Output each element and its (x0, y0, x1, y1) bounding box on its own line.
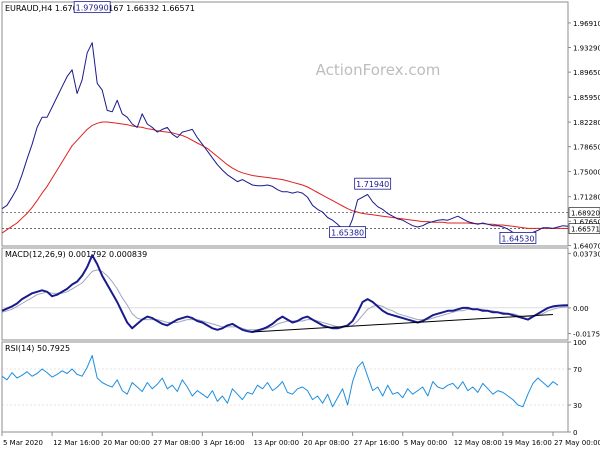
macd-trendline (252, 313, 554, 333)
panel-title: RSI(14) 50.7925 (5, 344, 70, 353)
x-tick-label: 3 Apr 16:00 (203, 439, 244, 447)
x-tick-label: 19 May 16:00 (504, 439, 552, 447)
annotation-box (329, 226, 367, 239)
y-tick-label: 1.82280 (573, 119, 600, 127)
y-tick-label: 1.89650 (573, 69, 600, 77)
y-tick-label: 0 (573, 429, 577, 437)
annotation-box (499, 232, 537, 244)
level-label-box (568, 207, 600, 218)
panel-frame (1, 247, 569, 341)
macd-signal-line (1, 269, 569, 331)
x-tick-label: 12 May 08:00 (454, 439, 502, 447)
rsi-line (1, 355, 559, 408)
y-tick-label: 1.93290 (573, 44, 600, 52)
x-tick-label: 20 Apr 08:00 (304, 439, 350, 447)
y-tick-label: 100 (573, 339, 586, 347)
rsi-panel: RSI(14) 50.7925 100 70 30 0 (1, 339, 586, 437)
macd-panel: MACD(12,26,9) 0.001792 0.000839 0.037301 0… (1, 247, 600, 341)
y-tick-label: 1.78650 (573, 144, 600, 152)
y-tick-label: 1.64070 (573, 243, 600, 251)
annotation-label: 1.97990 (76, 4, 109, 13)
price-panel: EURAUD,H4 1.67098 1.67167 1.66332 1.6657… (1, 1, 600, 251)
x-tick-label: 5 May 00:00 (404, 439, 448, 447)
annotation-box (73, 1, 111, 14)
annotation-label: 1.71940 (356, 180, 389, 189)
x-tick-label: 27 May 00:00 (554, 439, 600, 447)
y-tick-label: 0.037301 (573, 250, 600, 258)
price-line (1, 42, 569, 240)
level-label-box (568, 223, 600, 234)
x-tick-label: 27 Mar 08:00 (153, 439, 200, 447)
x-tick-label: 20 Mar 00:00 (103, 439, 150, 447)
y-tick-label: -0.017577 (573, 331, 600, 339)
y-tick-label: 1.71280 (573, 194, 600, 202)
level-label: 1.66571 (571, 226, 600, 234)
x-tick-label: 5 Mar 2020 (3, 439, 43, 447)
x-tick-label: 12 Mar 16:00 (53, 439, 100, 447)
panel-title: MACD(12,26,9) 0.001792 0.000839 (5, 250, 147, 259)
annotation-label: 1.65380 (331, 229, 364, 238)
y-tick-label: 1.96910 (573, 20, 600, 28)
y-tick-label: 70 (573, 366, 582, 374)
panel-frame (1, 1, 569, 247)
y-tick-label: 1.85950 (573, 94, 600, 102)
annotation-label: 1.64530 (501, 234, 534, 243)
moving-average-line (1, 121, 568, 234)
y-tick-label: 0.00 (573, 305, 589, 313)
macd-line (1, 254, 569, 333)
y-tick-label: 1.67650 (573, 218, 600, 226)
y-tick-label: 30 (573, 402, 582, 410)
level-label: 1.68920 (571, 210, 600, 218)
y-tick-label: 1.75000 (573, 168, 600, 176)
annotation-box (354, 177, 392, 190)
watermark: ActionForex.com (316, 61, 441, 79)
time-axis: 5 Mar 2020 12 Mar 16:00 20 Mar 00:00 27 Mar… (1, 432, 600, 447)
x-tick-label: 13 Apr 00:00 (253, 439, 299, 447)
x-tick-label: 27 Apr 16:00 (354, 439, 400, 447)
